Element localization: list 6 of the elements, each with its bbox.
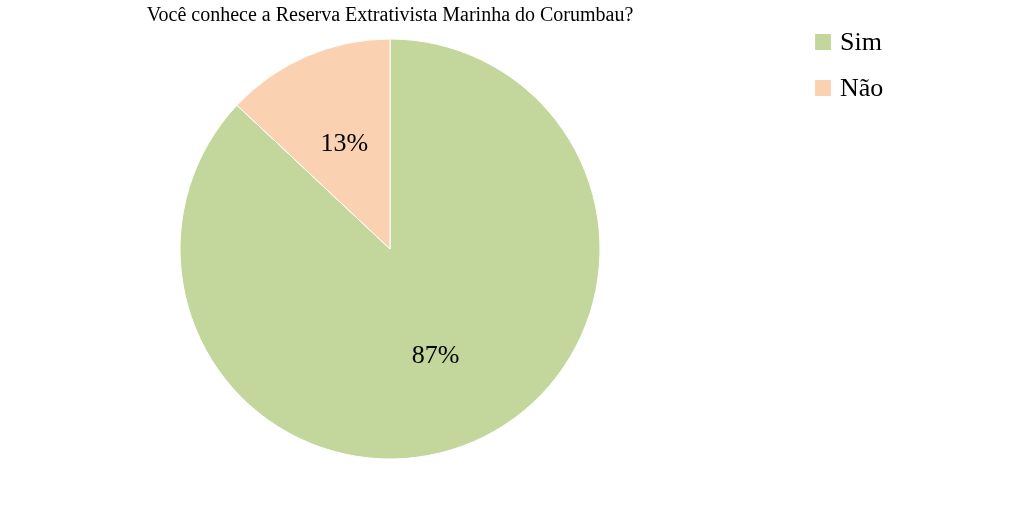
data-label: 13% <box>320 128 369 158</box>
legend-label: Sim <box>840 27 882 56</box>
legend-label: Não <box>840 73 884 102</box>
chart-title: Você conhece a Reserva Extrativista Marinha do Corumbau? <box>146 3 634 25</box>
pie-slice <box>179 38 601 460</box>
data-label: 87% <box>411 339 460 369</box>
